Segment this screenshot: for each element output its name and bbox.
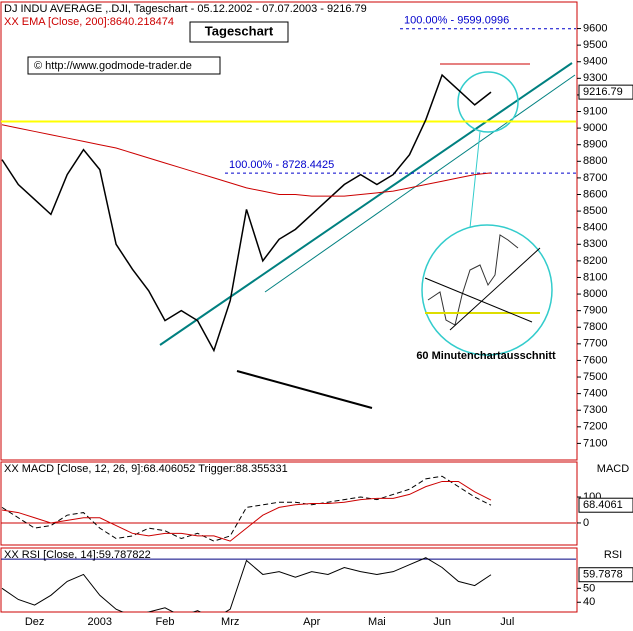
series-line bbox=[1, 480, 492, 542]
y-tick-label: 7100 bbox=[583, 437, 607, 449]
y-tick-label: 8700 bbox=[583, 172, 607, 184]
macd-title: XX MACD [Close, 12, 26, 9]:68.406052 Tri… bbox=[4, 463, 288, 475]
y-tick-label: 9400 bbox=[583, 56, 607, 68]
x-tick-label: Apr bbox=[303, 616, 320, 628]
series-line bbox=[1, 73, 492, 353]
rsi-title: XX RSI [Close, 14]:59.787822 bbox=[4, 549, 151, 561]
y-tick-label: 9100 bbox=[583, 105, 607, 117]
y-tick-label: 7500 bbox=[583, 371, 607, 383]
last-label: 68.4061 bbox=[583, 499, 623, 511]
zoom-connector bbox=[469, 131, 481, 229]
x-tick-label: Feb bbox=[156, 616, 175, 628]
annotation: 100.00% - 8728.4425 bbox=[229, 159, 334, 171]
series-line bbox=[1, 475, 492, 542]
inset-circle bbox=[421, 224, 553, 356]
inset-trend bbox=[424, 277, 533, 323]
x-tick-label: 2003 bbox=[88, 616, 112, 628]
plot-area bbox=[1, 28, 576, 353]
y-tick-label: 0 bbox=[583, 517, 589, 529]
y-tick-label: 7300 bbox=[583, 404, 607, 416]
x-tick-label: Mrz bbox=[221, 616, 239, 628]
inset-price bbox=[427, 234, 519, 326]
x-tick-label: Mai bbox=[368, 616, 386, 628]
y-tick-label: 40 bbox=[583, 596, 595, 608]
series-line bbox=[1, 124, 492, 197]
macd-frame bbox=[0, 461, 578, 546]
y-tick-label: 50 bbox=[583, 582, 595, 594]
y-tick-label: 8600 bbox=[583, 188, 607, 200]
plot-area bbox=[1, 557, 576, 612]
trend-line bbox=[159, 62, 573, 346]
rsi-frame bbox=[0, 547, 578, 613]
y-tick-label: 7900 bbox=[583, 305, 607, 317]
plot-area bbox=[1, 475, 576, 542]
y-tick-label: 9000 bbox=[583, 122, 607, 134]
y-tick-label: 7800 bbox=[583, 321, 607, 333]
inset-trend bbox=[449, 247, 541, 331]
rsi-axis-label: RSI bbox=[604, 549, 622, 561]
y-tick-label: 7200 bbox=[583, 421, 607, 433]
price-frame bbox=[0, 1, 578, 461]
x-tick-label: Jun bbox=[433, 616, 451, 628]
y-tick-label: 9300 bbox=[583, 72, 607, 84]
chart-subtitle: XX EMA [Close, 200]:8640.218474 bbox=[4, 16, 174, 28]
last-label: 9216.79 bbox=[583, 86, 623, 98]
source-box bbox=[27, 56, 221, 75]
y-tick-label: 8000 bbox=[583, 288, 607, 300]
chart-title: DJ INDU AVERAGE ,.DJI, Tageschart - 05.1… bbox=[4, 3, 367, 15]
volume-trend bbox=[236, 370, 373, 409]
source: © http://www.godmode-trader.de bbox=[34, 60, 192, 72]
y-tick-label: 8100 bbox=[583, 271, 607, 283]
inset-label: 60 Minutenchartausschnitt bbox=[416, 350, 556, 362]
y-tick-label: 8400 bbox=[583, 222, 607, 234]
last-tag bbox=[578, 567, 633, 583]
zoom-circle bbox=[457, 71, 519, 133]
y-tick-label: 9500 bbox=[583, 39, 607, 51]
badge: Tageschart bbox=[205, 23, 274, 38]
series-line bbox=[1, 557, 492, 612]
y-tick-label: 8500 bbox=[583, 205, 607, 217]
y-tick-label: 7400 bbox=[583, 388, 607, 400]
macd-axis-label: MACD bbox=[597, 463, 629, 475]
y-tick-label: 8900 bbox=[583, 139, 607, 151]
y-tick-label: 7700 bbox=[583, 338, 607, 350]
last-label: 59.7878 bbox=[583, 569, 623, 581]
drawings bbox=[27, 21, 576, 409]
last-tag bbox=[578, 84, 633, 100]
last-tag bbox=[578, 497, 633, 513]
y-tick-label: 9600 bbox=[583, 22, 607, 34]
y-tick-label: 8800 bbox=[583, 155, 607, 167]
badge-box bbox=[189, 21, 289, 43]
trend-line bbox=[264, 74, 576, 293]
annotation: 100.00% - 9599.0996 bbox=[404, 15, 509, 27]
y-tick-label: 8300 bbox=[583, 238, 607, 250]
y-tick-label: 7600 bbox=[583, 354, 607, 366]
x-tick-label: Jul bbox=[500, 616, 514, 628]
y-tick-label: 8200 bbox=[583, 255, 607, 267]
x-tick-label: Dez bbox=[25, 616, 45, 628]
